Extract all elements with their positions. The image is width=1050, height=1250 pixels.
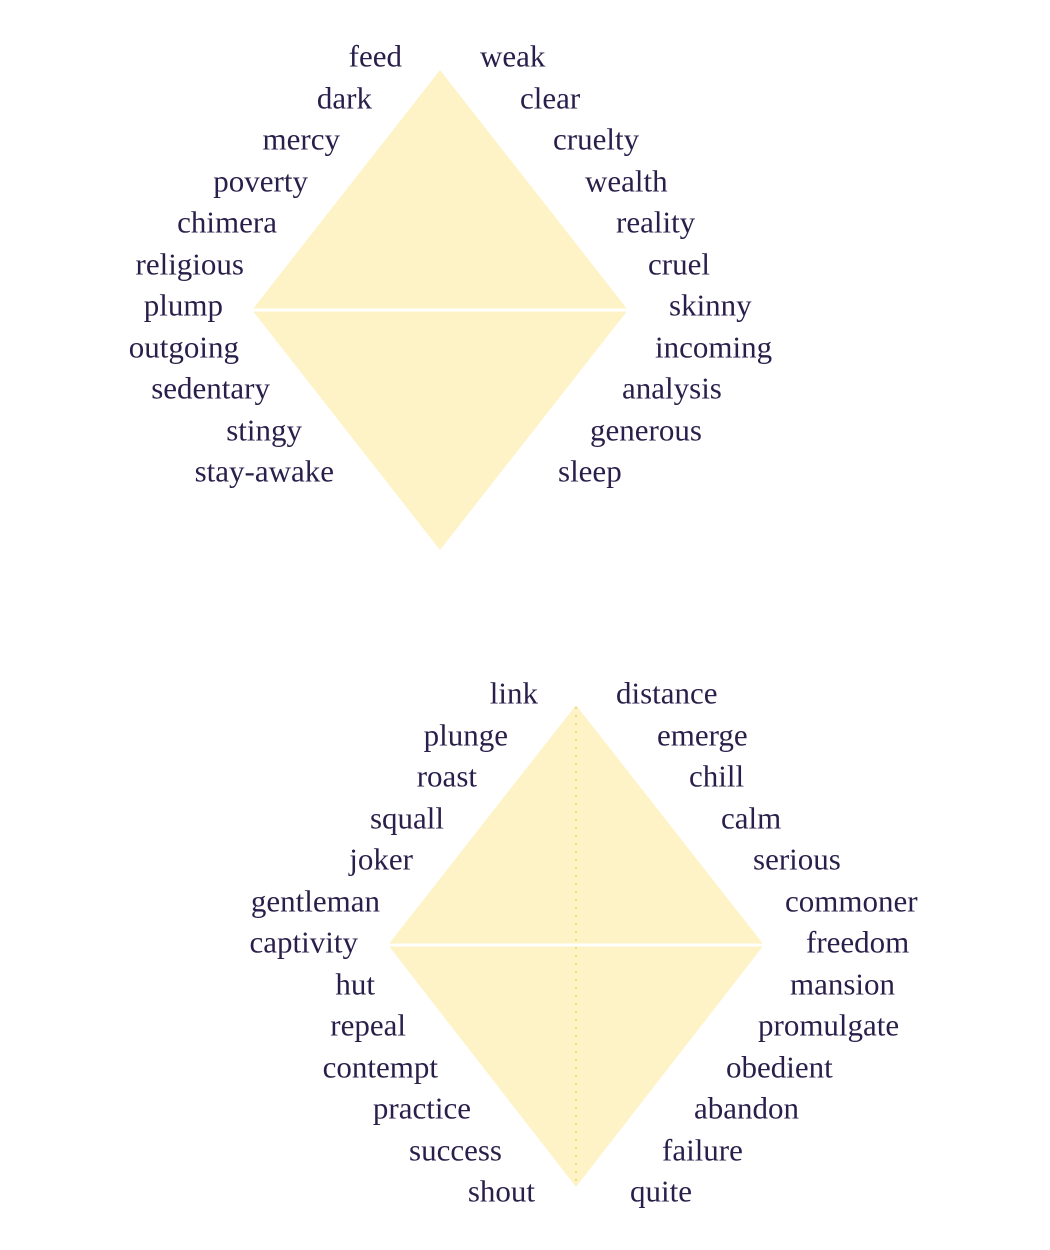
diamond-upper-triangle xyxy=(252,70,628,310)
right-word: serious xyxy=(753,841,841,877)
left-word: repeal xyxy=(330,1007,406,1043)
left-word: plump xyxy=(143,287,223,323)
right-word: freedom xyxy=(806,924,910,960)
left-word: plunge xyxy=(423,717,508,752)
diamond-2 xyxy=(388,705,764,1187)
diamond-upper-triangle xyxy=(388,705,764,945)
right-word: cruel xyxy=(648,246,710,281)
right-word: calm xyxy=(721,800,782,835)
left-word: joker xyxy=(349,841,413,877)
left-word: link xyxy=(489,675,538,711)
right-word: promulgate xyxy=(758,1007,900,1043)
right-word: reality xyxy=(616,204,696,240)
left-word: religious xyxy=(135,246,245,281)
left-word: shout xyxy=(467,1173,535,1209)
left-word: feed xyxy=(348,38,402,74)
left-word: captivity xyxy=(249,924,358,960)
left-word: chimera xyxy=(177,204,277,240)
right-word: quite xyxy=(630,1173,692,1209)
left-word: stingy xyxy=(226,412,302,447)
right-word: mansion xyxy=(790,966,896,1001)
left-word: sedentary xyxy=(151,370,270,406)
left-word: outgoing xyxy=(128,329,239,364)
right-word: commoner xyxy=(785,883,918,918)
right-word: cruelty xyxy=(553,121,640,157)
right-word: clear xyxy=(520,80,581,115)
right-word: chill xyxy=(689,758,745,794)
right-word: incoming xyxy=(655,329,773,364)
right-word: abandon xyxy=(694,1090,800,1126)
right-word: failure xyxy=(662,1132,743,1167)
left-word: contempt xyxy=(322,1049,438,1084)
right-word: distance xyxy=(616,675,718,711)
diamond-lower-triangle xyxy=(252,310,628,550)
left-word: stay-awake xyxy=(194,453,334,489)
diamond-lower-triangle xyxy=(388,945,764,1187)
left-word: hut xyxy=(335,966,375,1001)
right-word: wealth xyxy=(585,163,668,198)
diamond-1 xyxy=(252,70,628,550)
right-word: obedient xyxy=(726,1049,833,1084)
left-word: squall xyxy=(369,800,444,835)
left-word: mercy xyxy=(262,121,340,157)
left-word: dark xyxy=(316,80,372,115)
right-word: analysis xyxy=(622,370,722,406)
right-word: generous xyxy=(590,412,702,447)
right-word: sleep xyxy=(558,453,622,489)
left-word: success xyxy=(409,1132,502,1167)
left-word: gentleman xyxy=(250,883,380,918)
left-word: practice xyxy=(372,1090,471,1126)
right-word: weak xyxy=(480,38,546,74)
left-word: roast xyxy=(416,758,477,794)
left-word: poverty xyxy=(213,163,308,198)
right-word: emerge xyxy=(657,717,748,752)
right-word: skinny xyxy=(669,287,752,323)
